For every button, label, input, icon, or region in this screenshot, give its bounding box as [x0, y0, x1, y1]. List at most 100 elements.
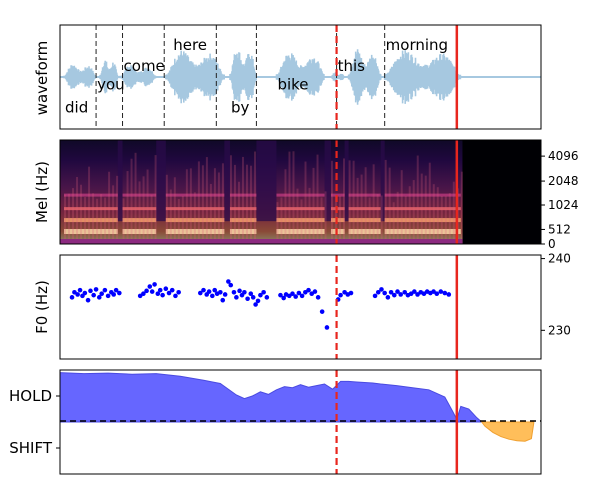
- spectral-streak: [221, 163, 224, 244]
- harmonic-band: [229, 229, 257, 235]
- harmonic-band: [348, 193, 381, 197]
- spectral-streak: [154, 155, 157, 244]
- word-label: this: [338, 57, 366, 75]
- spectral-streak: [64, 194, 67, 244]
- harmonic-band: [348, 218, 381, 223]
- harmonic-band: [64, 218, 118, 223]
- spectral-streak: [292, 151, 295, 244]
- f0-point: [82, 290, 88, 296]
- word-label: bike: [277, 75, 308, 93]
- harmonic-band: [64, 229, 118, 235]
- spectrogram-gap: [117, 140, 123, 222]
- f0-point: [69, 295, 75, 300]
- spectral-streak: [229, 155, 232, 244]
- spectral-streak: [424, 175, 427, 244]
- spectral-streak: [142, 176, 145, 244]
- waveform-signal: [63, 49, 462, 105]
- f0-point: [315, 295, 321, 300]
- spectral-streak: [245, 164, 248, 244]
- spectral-streak: [185, 169, 188, 244]
- spectral-streak: [452, 181, 455, 244]
- spectral-streak: [112, 185, 115, 244]
- f0-point: [231, 289, 237, 295]
- harmonic-band: [384, 218, 461, 223]
- spectral-streak: [96, 198, 99, 244]
- spectral-streak: [412, 180, 415, 244]
- spectral-streak: [320, 197, 323, 244]
- f0-point: [75, 292, 80, 297]
- spectral-streak: [193, 192, 196, 244]
- spectral-streak: [342, 158, 345, 244]
- spectral-streak: [122, 198, 125, 244]
- waveform-area: [60, 49, 541, 105]
- harmonic-band: [165, 193, 225, 197]
- f0-point: [319, 309, 325, 314]
- spectral-streak: [181, 195, 184, 244]
- f0-point: [220, 297, 226, 303]
- spectral-streak: [448, 193, 451, 244]
- mel-tick-label: 512: [548, 222, 571, 236]
- harmonic-band: [330, 193, 345, 197]
- spectral-streak: [388, 167, 391, 244]
- spectrogram-gap: [324, 140, 331, 222]
- f0-point: [169, 287, 175, 293]
- turn-markers: [335, 370, 459, 474]
- f0-point: [382, 290, 387, 296]
- spectrogram-frame: [59, 139, 542, 245]
- word-label: come: [124, 57, 165, 75]
- f0-point: [160, 292, 165, 298]
- spectral-streak: [80, 184, 83, 244]
- spectral-streak: [108, 171, 111, 244]
- f0-point: [348, 290, 354, 296]
- f0-point: [226, 279, 231, 284]
- spectral-streak: [324, 191, 327, 244]
- prediction-frame: [59, 369, 542, 475]
- f0-point: [173, 293, 178, 299]
- f0-point: [264, 295, 270, 300]
- word-label: here: [173, 36, 207, 54]
- f0-point: [102, 287, 108, 293]
- shift-area: [480, 421, 535, 442]
- mel-ylabel: Mel (Hz): [33, 161, 51, 223]
- f0-point: [255, 298, 261, 304]
- spectral-streak: [396, 191, 399, 244]
- spectral-streak: [217, 172, 220, 244]
- spectral-streak: [284, 169, 287, 244]
- spectral-streak: [138, 181, 141, 244]
- f0-point: [157, 287, 163, 293]
- f0-point: [402, 289, 408, 295]
- harmonic-band: [330, 229, 345, 235]
- spectral-streak: [428, 162, 431, 244]
- f0-panel: 230 240 F0 (Hz): [33, 252, 571, 360]
- f0-point: [222, 292, 228, 297]
- spectral-streak: [92, 193, 95, 244]
- f0-point: [163, 286, 169, 292]
- harmonic-band: [122, 218, 157, 223]
- spectral-streak: [241, 156, 244, 244]
- f0-frame: [59, 254, 542, 360]
- f0-points: [69, 279, 452, 330]
- spectral-streak: [440, 195, 443, 244]
- harmonic-band: [384, 229, 461, 235]
- harmonic-band: [384, 207, 461, 211]
- f0-point: [395, 289, 400, 294]
- harmonic-band: [229, 193, 257, 197]
- f0-point: [375, 289, 381, 295]
- f0-point: [166, 290, 172, 296]
- turn-markers: [335, 255, 459, 359]
- spectral-streak: [201, 165, 204, 244]
- word-label: you: [97, 75, 125, 93]
- f0-point: [248, 291, 254, 297]
- f0-point: [338, 292, 343, 298]
- harmonic-band: [276, 193, 325, 197]
- hold-area: [59, 372, 484, 423]
- f0-point: [77, 287, 83, 293]
- f0-point: [149, 289, 155, 294]
- spectrogram-gap: [344, 140, 349, 222]
- f0-tick-label: 230: [548, 323, 571, 337]
- f0-point: [152, 282, 157, 287]
- spectral-streak: [376, 194, 379, 244]
- spectral-streak: [392, 202, 395, 244]
- spectral-streak: [400, 170, 403, 244]
